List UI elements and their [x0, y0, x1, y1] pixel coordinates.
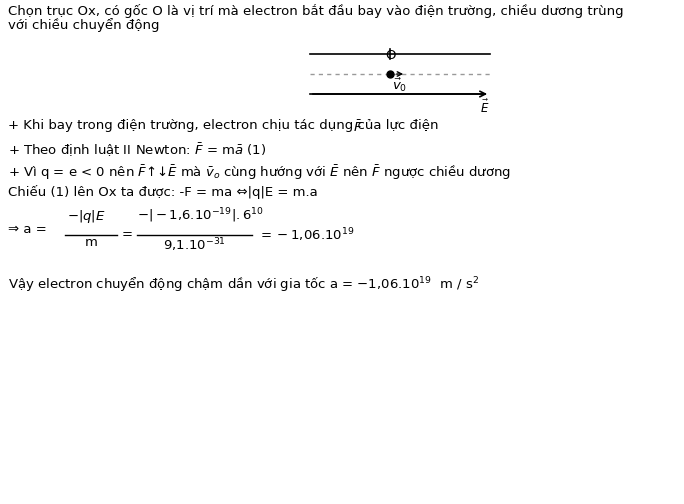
Text: + Theo định luật II Newton: $\bar{F}$ = m$\bar{a}$ (1): + Theo định luật II Newton: $\bar{F}$ = … — [8, 141, 266, 159]
Text: O: O — [384, 49, 395, 62]
Text: Chọn trục Ox, có gốc O là vị trí mà electron bắt đầu bay vào điện trường, chiều : Chọn trục Ox, có gốc O là vị trí mà elec… — [8, 4, 624, 18]
Text: $-|-1{,}6.10^{-19}|.6^{10}$: $-|-1{,}6.10^{-19}|.6^{10}$ — [137, 207, 264, 225]
Text: + Vì q = e < 0 nên $\bar{F}$↑↓$\bar{E}$ mà $\bar{v}_o$ cùng hướng với $\bar{E}$ : + Vì q = e < 0 nên $\bar{F}$↑↓$\bar{E}$ … — [8, 163, 511, 181]
Text: Chiếu (1) lên Ox ta được: -F = ma ⇔|q|E = m.a: Chiếu (1) lên Ox ta được: -F = ma ⇔|q|E … — [8, 185, 318, 199]
Text: $\vec{v}_0$: $\vec{v}_0$ — [393, 77, 408, 94]
Text: ⇒ a =: ⇒ a = — [8, 223, 47, 236]
Text: m: m — [85, 236, 97, 249]
Text: $9{,}1.10^{-31}$: $9{,}1.10^{-31}$ — [163, 236, 226, 254]
Text: =: = — [122, 228, 133, 241]
Text: + Khi bay trong điện trường, electron chịu tác dụng của lực điện: + Khi bay trong điện trường, electron ch… — [8, 119, 443, 132]
Text: $\vec{E}$: $\vec{E}$ — [480, 99, 490, 116]
Text: $= -1{,}06.10^{19}$: $= -1{,}06.10^{19}$ — [258, 226, 354, 244]
Text: Vậy electron chuyển động chậm dần với gia tốc a = $-1{,}06.10^{19}$  m / s$^2$: Vậy electron chuyển động chậm dần với gi… — [8, 275, 479, 295]
Text: $\bar{F}$: $\bar{F}$ — [353, 119, 363, 135]
Text: với chiều chuyển động: với chiều chuyển động — [8, 18, 159, 32]
Text: $-|q|E$: $-|q|E$ — [67, 208, 106, 225]
